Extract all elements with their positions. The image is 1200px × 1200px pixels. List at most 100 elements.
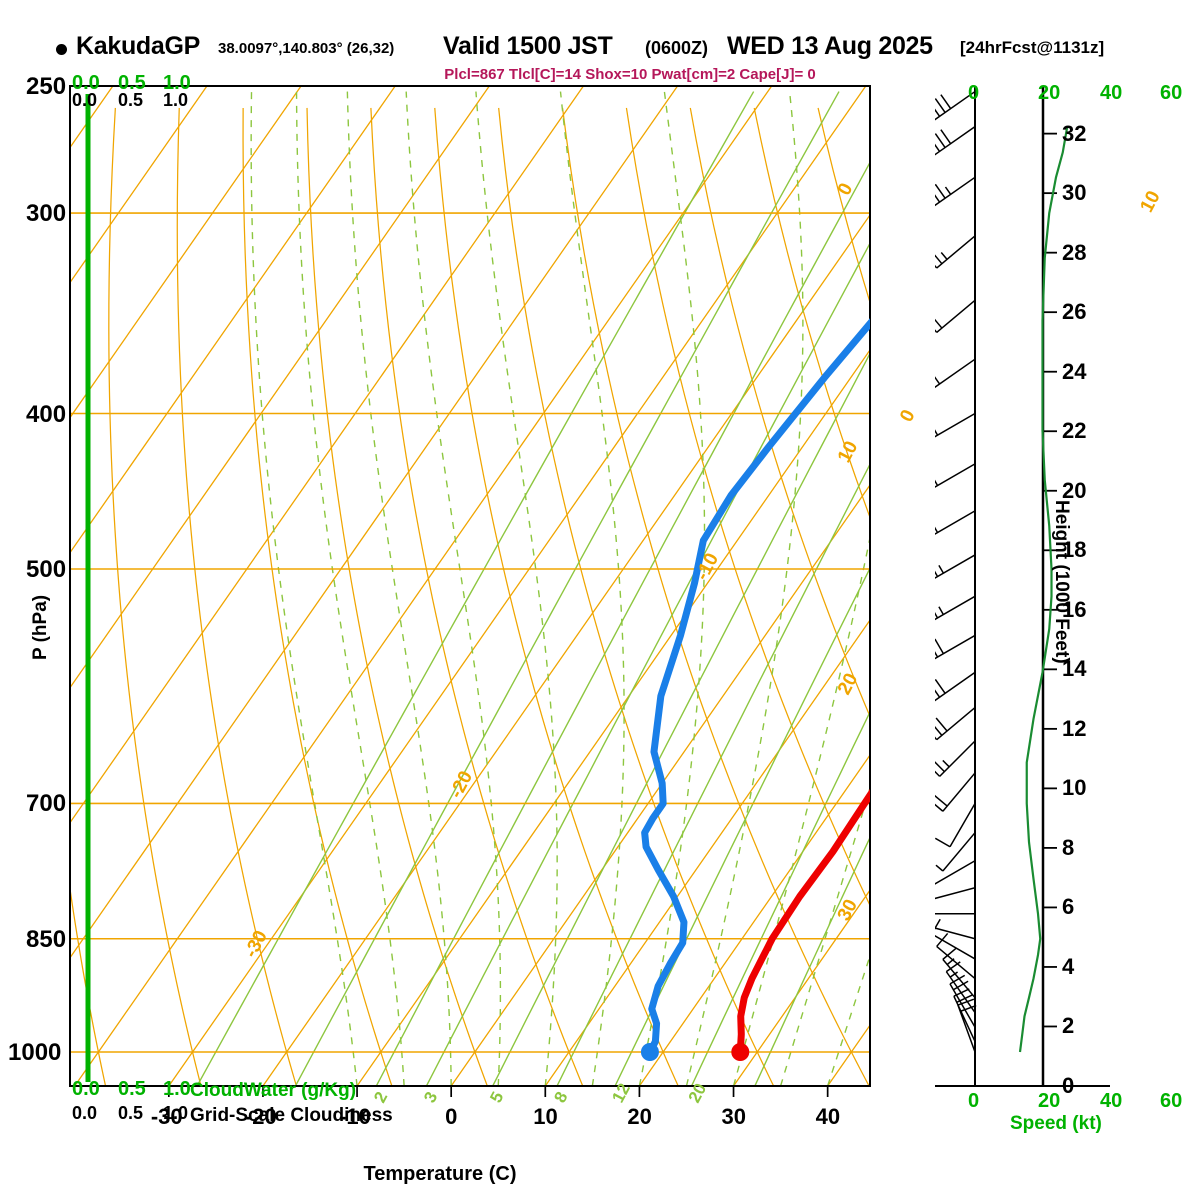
dewpoint-marker <box>640 1043 659 1062</box>
dry-adiabat--10 <box>242 107 393 1086</box>
wind-barb <box>935 740 976 777</box>
mixing-ratio-12 <box>614 566 870 1086</box>
speed-top-tick-20: 20 <box>1038 82 1061 104</box>
wind-barb <box>935 125 976 156</box>
temperature-tick--30: -30 <box>150 1104 183 1129</box>
mixing-ratio-label-20: 20 <box>685 1080 711 1106</box>
wind-barb <box>935 235 976 269</box>
wind-barb <box>935 90 976 121</box>
isotherm-label-right-0: 0 <box>834 180 858 199</box>
pressure-tick-500: 500 <box>26 556 67 583</box>
temperature-tick--20: -20 <box>244 1104 277 1129</box>
sounding-parameters: Plcl=867 Tlcl[C]=14 Shox=10 Pwat[cm]=2 C… <box>444 66 816 83</box>
cloudwater-top-tick-1: 0.5 <box>118 72 146 94</box>
pressure-axis-label: P (hPa) <box>30 594 51 660</box>
speed-bottom-tick-60: 60 <box>1160 1090 1183 1112</box>
speed-top-tick-40: 40 <box>1100 82 1123 104</box>
isotherm-label-right-20: 20 <box>834 670 862 699</box>
isotherm--40 <box>74 86 773 1086</box>
cloudiness-bottom-tick-0: 0.0 <box>72 1103 98 1123</box>
wind-barb <box>949 974 976 1028</box>
dry-adiabat-lines <box>70 107 1200 1086</box>
isotherm-0 <box>450 483 870 1086</box>
moist-adiabat--10 <box>250 91 358 1086</box>
moist-adiabat-40 <box>826 953 870 1086</box>
cloudiness-bottom-tick-1: 0.5 <box>118 1103 144 1123</box>
dry-adiabat-110 <box>1010 108 1200 1086</box>
wind-barb <box>935 860 976 885</box>
pressure-tick-1000: 1000 <box>8 1039 62 1066</box>
wind-barb <box>935 412 976 438</box>
cloudwater-bottom-tick-1: 0.5 <box>118 1078 146 1100</box>
temperature-tick-0: 0 <box>445 1104 458 1129</box>
wind-barb <box>935 358 976 389</box>
dry-adiabat-10 <box>370 107 584 1086</box>
station-name: KakudaGP <box>76 32 201 60</box>
speed-top-tick-60: 60 <box>1160 82 1183 104</box>
isotherm--100 <box>70 86 208 284</box>
isotherm-lines <box>70 86 870 1086</box>
dry-adiabat-50 <box>625 107 870 907</box>
mixing-ratio-label-3: 3 <box>420 1089 441 1106</box>
station-dot-icon <box>56 44 67 55</box>
cloudiness-axis-label: Grid-Scale Cloudiness <box>190 1105 393 1126</box>
plot-frame <box>69 85 1110 1087</box>
height-tick-2: 2 <box>1062 1013 1075 1039</box>
wind-barb <box>935 510 976 535</box>
isotherm--20 <box>262 213 870 1086</box>
dry-adiabat-20 <box>434 107 679 1086</box>
mixing-ratio-0.4 <box>196 91 755 1086</box>
temperature-tick-20: 20 <box>627 1104 652 1129</box>
dry-adiabat-0 <box>306 107 488 1086</box>
isotherm--90 <box>70 86 302 419</box>
moist-adiabat--5 <box>295 91 405 1086</box>
station-coordinates: 38.0097°,140.803° (26,32) <box>218 40 395 57</box>
wind-barb <box>957 998 977 1053</box>
pressure-tick-400: 400 <box>26 400 67 428</box>
wind-barb <box>935 772 976 812</box>
wind-barb <box>935 176 976 207</box>
dry-adiabat-40 <box>561 107 870 1086</box>
sounding-traces <box>640 318 870 1062</box>
moist-adiabat-5 <box>405 91 502 1086</box>
dry-adiabat--30 <box>108 107 202 1086</box>
mixing-ratio-30 <box>754 835 870 1086</box>
cloudiness-top-tick-0: 0.0 <box>72 90 98 110</box>
height-curve <box>1018 126 1069 1053</box>
isotherm--10 <box>356 348 870 1086</box>
wind-barb <box>935 463 976 488</box>
wind-barb <box>935 299 976 333</box>
dewpoint-trace <box>641 318 870 1056</box>
isotherm-label-right-10: 10 <box>834 438 862 467</box>
wind-barb <box>935 671 976 702</box>
moist-adiabat-35 <box>779 785 870 1086</box>
moist-adiabat-10 <box>475 91 558 1086</box>
height-tick-26: 26 <box>1062 299 1087 325</box>
pressure-tick-250: 250 <box>26 73 67 100</box>
mixing-ratio-lines <box>196 91 870 1086</box>
isotherm-label-left--20: -20 <box>446 768 477 802</box>
isotherm-20 <box>638 754 870 1086</box>
mixing-ratio-label-2: 2 <box>370 1089 391 1106</box>
moist-adiabat-0 <box>346 91 452 1086</box>
speed-axis-label: Speed (kt) <box>1010 1113 1102 1134</box>
speed-bottom-tick-20: 20 <box>1038 1090 1061 1112</box>
isotherm--50 <box>70 86 679 959</box>
height-tick-24: 24 <box>1062 358 1087 384</box>
isotherm--70 <box>70 86 490 689</box>
dry-adiabat-30 <box>498 107 775 1086</box>
isotherm-label-left-10: 10 <box>1136 187 1164 216</box>
isotherm--30 <box>168 86 867 1086</box>
height-tick-6: 6 <box>1062 894 1075 920</box>
mixing-ratio-3 <box>425 241 870 1086</box>
height-tick-14: 14 <box>1062 656 1087 682</box>
speed-bottom-tick-0: 0 <box>968 1090 980 1112</box>
speed-bottom-tick-40: 40 <box>1100 1090 1123 1112</box>
height-axis-label: Height (1000 Feet) <box>1051 500 1072 664</box>
speed-profile-curve <box>1018 126 1069 1053</box>
height-tick-16: 16 <box>1062 596 1087 622</box>
isobar-lines <box>70 212 870 1053</box>
temperature-tick-10: 10 <box>533 1104 558 1129</box>
cloudwater-axis-label: CloudWater (g/Kg) <box>190 1080 357 1101</box>
